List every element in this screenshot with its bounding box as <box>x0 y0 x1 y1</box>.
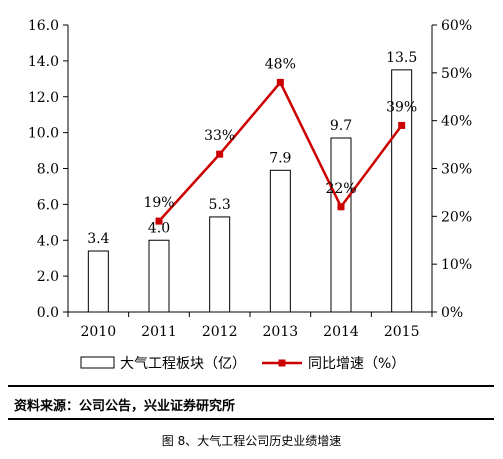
data-labels: 3.4 4.0 5.3 7.9 9.7 13.5 19% 33% 48% 22% 39% <box>87 50 417 247</box>
axes: 0.0 2.0 4.0 6.0 8.0 10.0 12.0 14.0 16.0 0% 10% 20% 3… <box>28 18 472 340</box>
line-value-label: 22% <box>325 181 356 197</box>
bar <box>209 216 231 313</box>
line-marker <box>398 121 406 129</box>
y-tick-label-right: 50% <box>441 66 472 82</box>
x-tick-label: 2012 <box>202 324 238 340</box>
y-tick-label-left: 12.0 <box>28 90 59 106</box>
y-tick-label-right: 40% <box>441 114 472 130</box>
line-marker <box>337 203 345 211</box>
y-tick-label-right: 60% <box>441 18 472 34</box>
y-tick-label-left: 16.0 <box>28 18 59 34</box>
y-tick-label-right: 0% <box>441 305 463 321</box>
x-tick-label: 2010 <box>81 324 117 340</box>
x-tick-label: 2014 <box>323 324 359 340</box>
legend-line-label: 同比增速（%） <box>308 356 405 372</box>
x-tick-label: 2011 <box>141 324 177 340</box>
y-tick-label-right: 20% <box>441 209 472 225</box>
bar-series <box>87 69 413 313</box>
y-tick-label-left: 2.0 <box>37 269 59 285</box>
line-value-label: 19% <box>143 195 174 211</box>
x-tick-label: 2015 <box>384 324 420 340</box>
bar <box>87 250 109 313</box>
legend-bar-label: 大气工程板块（亿） <box>120 356 246 372</box>
line-value-label: 39% <box>386 99 417 115</box>
bar-value-label: 13.5 <box>386 50 417 66</box>
line-value-label: 33% <box>204 128 235 144</box>
source-rule-bottom <box>8 418 494 420</box>
y-tick-label-left: 14.0 <box>28 54 59 70</box>
bar-value-label: 5.3 <box>209 197 231 213</box>
x-tick-label: 2013 <box>263 324 299 340</box>
line-series <box>155 78 406 225</box>
y-tick-label-left: 0.0 <box>37 305 59 321</box>
y-tick-label-left: 8.0 <box>37 162 59 178</box>
bar <box>269 169 291 313</box>
line-marker <box>276 78 284 86</box>
line-marker <box>155 217 163 225</box>
bar-value-label: 7.9 <box>269 150 291 166</box>
figure-caption: 图 8、大气工程公司历史业绩增速 <box>161 434 342 448</box>
y-tick-label-right: 30% <box>441 162 472 178</box>
legend: 大气工程板块（亿） 同比增速（%） <box>80 356 405 372</box>
y-tick-label-right: 10% <box>441 257 472 273</box>
legend-bar-swatch <box>80 356 115 369</box>
bar-value-label: 4.0 <box>148 220 170 236</box>
bar <box>330 137 352 313</box>
line-marker <box>216 150 224 158</box>
bar-value-label: 9.7 <box>330 118 352 134</box>
y-tick-label-left: 10.0 <box>28 126 59 142</box>
bar <box>148 239 170 313</box>
source-rule-top <box>8 385 494 387</box>
y-tick-label-left: 6.0 <box>37 197 59 213</box>
y-tick-label-left: 4.0 <box>37 233 59 249</box>
bar-value-label: 3.4 <box>87 231 109 247</box>
source-note: 资料来源：公司公告，兴业证券研究所 <box>14 399 236 414</box>
line-value-label: 48% <box>265 56 296 72</box>
legend-line-marker <box>278 359 286 367</box>
